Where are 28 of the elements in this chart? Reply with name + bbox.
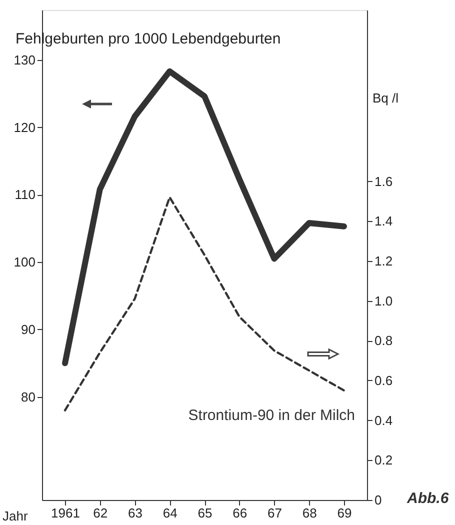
y2-tick-label: 0.8	[374, 333, 393, 348]
y-tick-label: 90	[21, 322, 36, 337]
x-tick-label: 65	[198, 506, 212, 520]
y2-tick-label: 1.0	[374, 293, 393, 308]
y2-tick-label: 0	[374, 492, 382, 508]
x-tick-label: 62	[93, 506, 108, 520]
y2-tick-label: 1.2	[374, 253, 393, 268]
y-tick-label: 80	[21, 389, 36, 404]
y-tick-label: 100	[14, 254, 36, 270]
y-tick-label: 120	[14, 120, 36, 135]
series-label: Strontium-90 in der Milch	[188, 407, 355, 424]
x-tick-label: 1961	[51, 506, 80, 520]
y2-tick-label: 1.6	[374, 174, 393, 189]
y-tick-label: 130	[14, 52, 36, 68]
x-tick-label: 66	[232, 506, 248, 520]
x-tick-label: 64	[162, 506, 178, 520]
y2-tick-label: 0.4	[374, 412, 393, 428]
x-tick-label: 69	[337, 506, 352, 520]
x-tick-label: 67	[268, 506, 282, 520]
caption: Abb.6	[406, 490, 450, 507]
x-axis-title: Jahr	[2, 508, 28, 524]
y2-tick-label: 0.6	[374, 372, 393, 388]
x-tick-label: 63	[128, 506, 142, 520]
y2-axis-title: Bq /l	[372, 90, 399, 106]
y-tick-label: 110	[14, 187, 36, 202]
x-tick-label: 68	[302, 506, 317, 520]
y2-tick-label: 0.2	[374, 452, 393, 468]
y2-tick-label: 1.4	[374, 214, 393, 229]
